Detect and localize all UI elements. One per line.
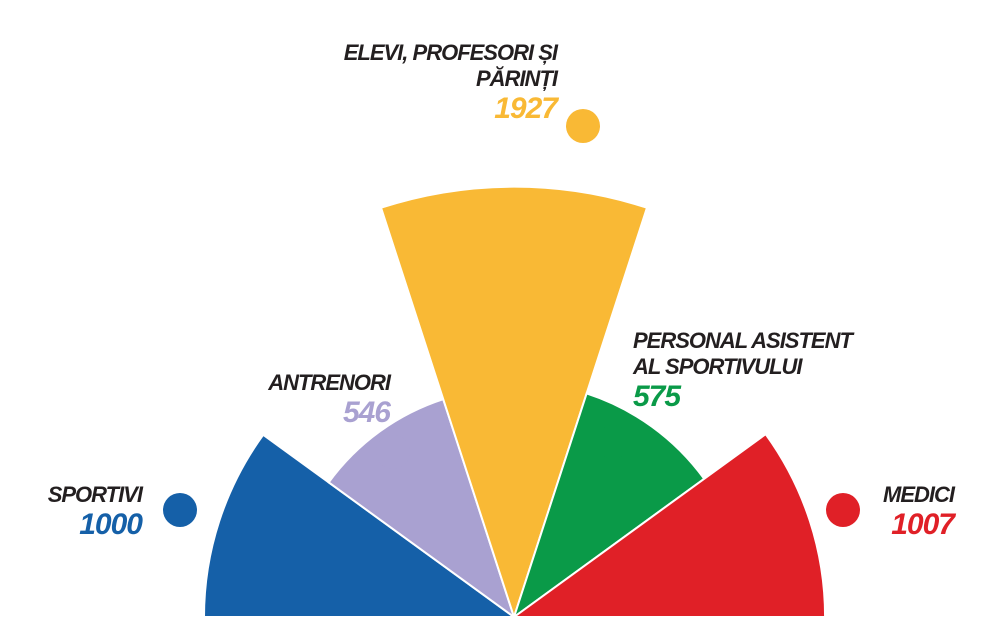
label-group: ANTRENORI 546 [190,370,391,430]
category-label: PERSONAL ASISTENT AL SPORTIVULUI [633,328,853,379]
legend-dot [376,435,410,469]
label-group: ELEVI, PROFESORI ȘI PĂRINȚI 1927 [327,40,558,126]
value-label: 1000 [79,508,143,541]
legend-dot [163,493,197,527]
value-label: 546 [342,396,391,429]
category-label: MEDICI [883,482,955,507]
wedge [327,397,516,617]
wedge [512,432,827,617]
legend-dot [566,109,600,143]
label-group: MEDICI 1007 [754,482,955,542]
label-group: PERSONAL ASISTENT AL SPORTIVULUI 575 [633,328,873,414]
category-label: ELEVI, PROFESORI ȘI PĂRINȚI [343,40,558,91]
legend-dot [596,425,630,459]
label-group: SPORTIVI 1000 [0,482,143,542]
value-label: 1927 [494,92,558,125]
value-label: 1007 [891,508,955,541]
legend-dot [826,493,860,527]
wedge [202,433,516,617]
category-label: SPORTIVI [47,482,143,507]
wedge [512,392,706,617]
category-label: ANTRENORI [268,370,391,395]
value-label: 575 [633,380,681,413]
wedge [379,185,649,617]
